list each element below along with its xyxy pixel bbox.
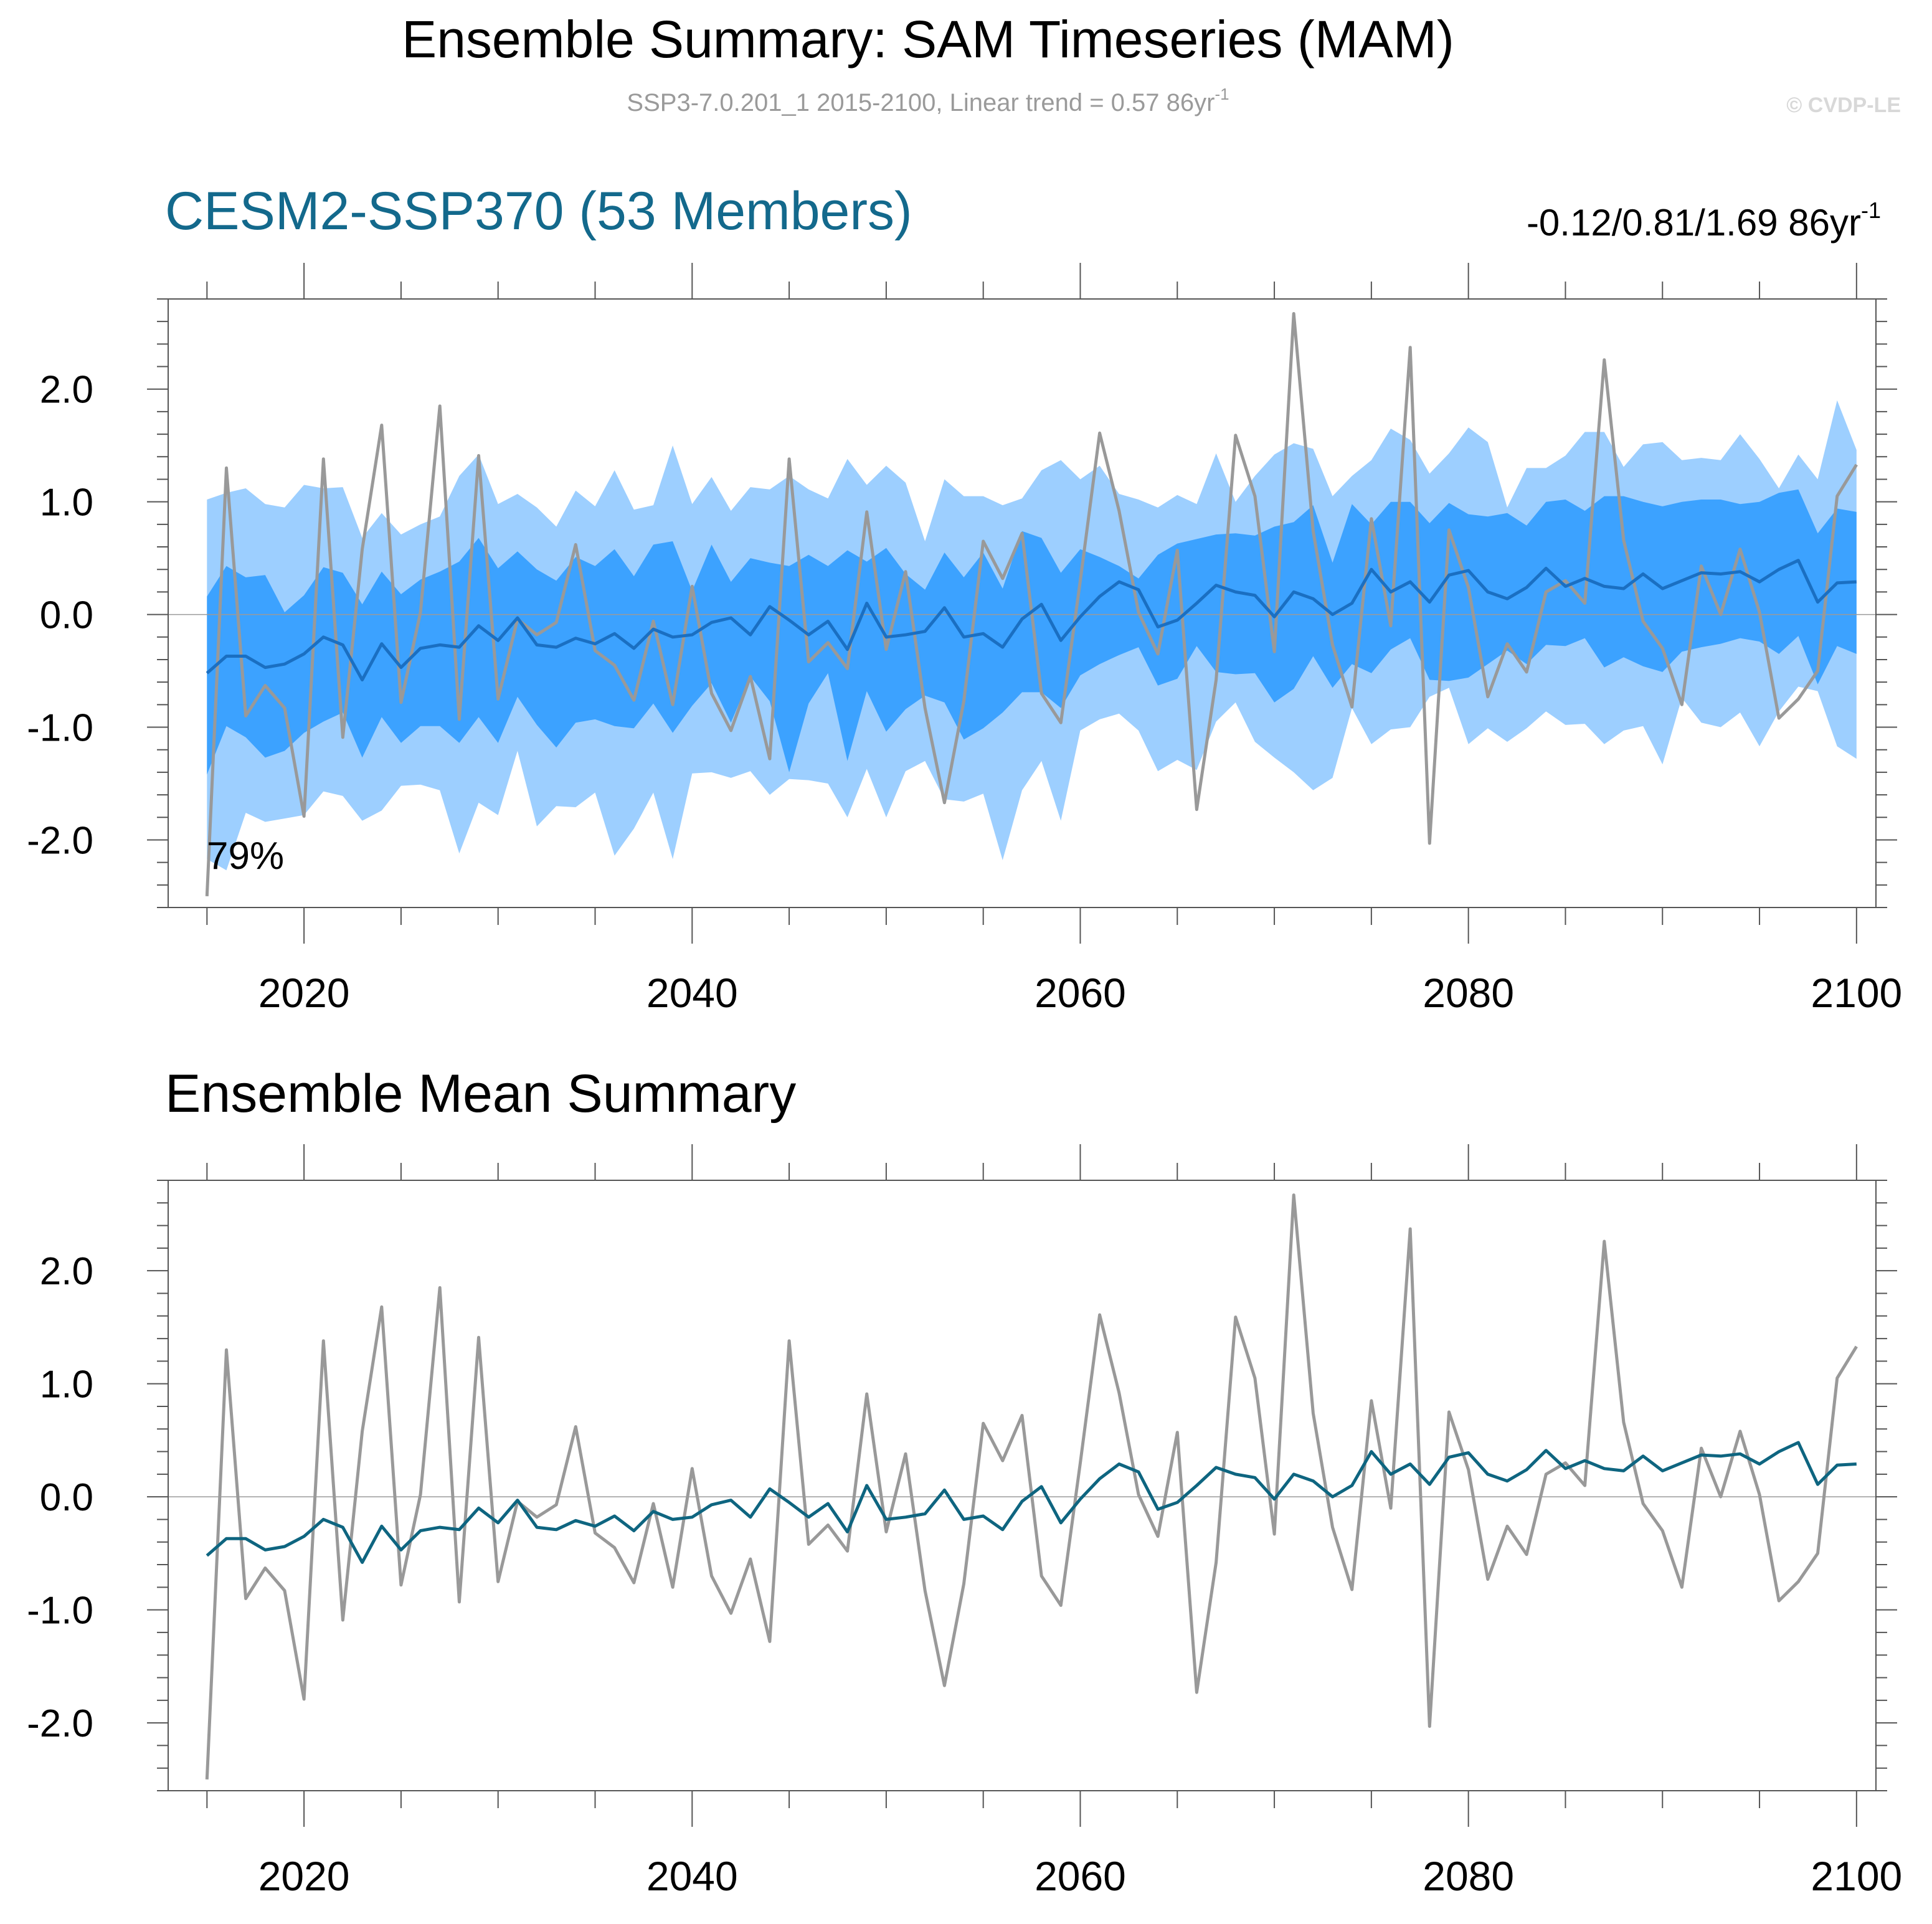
x-tick-label: 2040 <box>646 1853 738 1899</box>
chart-subtitle: SSP3-7.0.201_1 2015-2100, Linear trend =… <box>627 85 1229 116</box>
y-tick-label: -1.0 <box>27 707 93 750</box>
y-tick-label: -2.0 <box>27 819 93 862</box>
x-tick-label: 2040 <box>646 970 738 1016</box>
ensemble-panel: 2.0 1.0 0.0 -1.0 -2.0 2020 2040 2060 2080 2100 79% <box>27 263 1902 1016</box>
x-tick-label: 2080 <box>1423 1853 1514 1899</box>
mean-panel-title: Ensemble Mean Summary <box>165 1064 796 1124</box>
x-tick-label: 2100 <box>1811 1853 1902 1899</box>
x-tick-label: 2100 <box>1811 970 1902 1016</box>
trend-sup: -1 <box>1861 197 1881 223</box>
ensemble-mean-line <box>206 559 1857 681</box>
ensemble-mean-line <box>206 1441 1857 1564</box>
y-tick-label: 0.0 <box>40 594 93 637</box>
y-tick-label: 2.0 <box>40 369 93 412</box>
chart-title: Ensemble Summary: SAM Timeseries (MAM) <box>402 10 1454 69</box>
plot-frame <box>168 1180 1877 1791</box>
watermark: © CVDP-LE <box>1786 93 1901 117</box>
subtitle-main: SSP3-7.0.201_1 2015-2100, Linear trend =… <box>627 89 1215 116</box>
y-tick-label: -2.0 <box>27 1702 93 1745</box>
y-tick-label: 1.0 <box>40 1363 93 1406</box>
ensemble-mean-panel: 2.0 1.0 0.0 -1.0 -2.0 2020 2040 2060 2080 2100 <box>27 1144 1902 1899</box>
y-tick-label: 0.0 <box>40 1476 93 1519</box>
y-tick-label: 2.0 <box>40 1250 93 1293</box>
inner-spread-band <box>207 489 1857 775</box>
observed-series-line <box>205 1193 1858 1780</box>
x-tick-label: 2060 <box>1035 970 1126 1016</box>
ensemble-trend-label: -0.12/0.81/1.69 86yr-1 <box>1527 197 1881 244</box>
trend-main: -0.12/0.81/1.69 86yr <box>1527 202 1861 244</box>
y-tick-label: -1.0 <box>27 1590 93 1633</box>
percentage-annotation: 79% <box>207 835 284 878</box>
y-tick-label: 1.0 <box>40 481 93 524</box>
ensemble-panel-title: CESM2-SSP370 (53 Members) <box>165 181 912 241</box>
subtitle-sup: -1 <box>1215 85 1229 103</box>
x-tick-label: 2080 <box>1423 970 1514 1016</box>
x-tick-label: 2020 <box>258 1853 350 1899</box>
plot-frame <box>168 298 1877 908</box>
x-tick-label: 2020 <box>258 970 350 1016</box>
x-tick-label: 2060 <box>1035 1853 1126 1899</box>
